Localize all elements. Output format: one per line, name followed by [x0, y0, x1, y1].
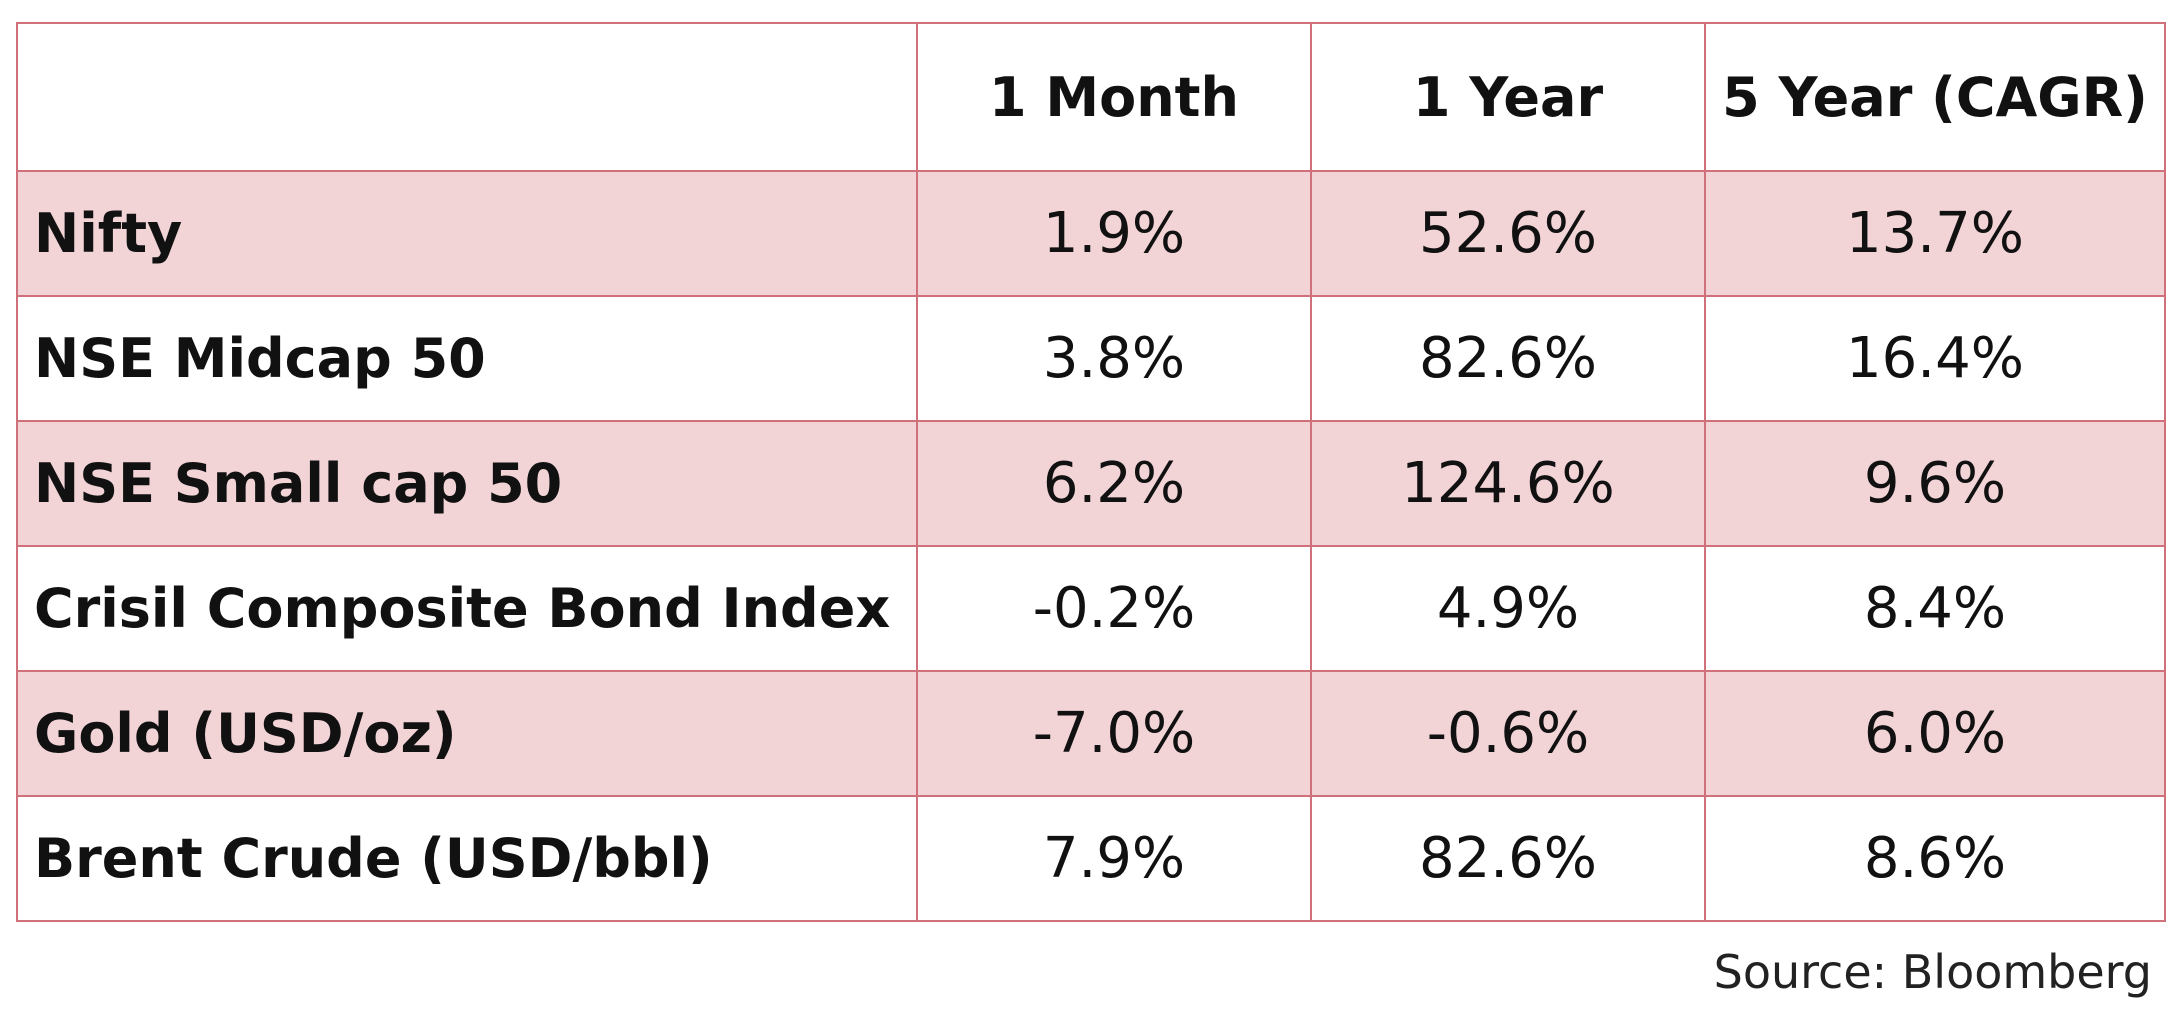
table-row: Brent Crude (USD/bbl) 7.9% 82.6% 8.6%: [16, 795, 2166, 922]
value-cell: 52.6%: [1310, 170, 1706, 297]
value-cell: 1.9%: [916, 170, 1312, 297]
row-label: Brent Crude (USD/bbl): [16, 795, 918, 922]
header-cell-1-year: 1 Year: [1310, 22, 1706, 172]
value-cell: 7.9%: [916, 795, 1312, 922]
returns-table-container: 1 Month 1 Year 5 Year (CAGR) Nifty 1.9% …: [16, 22, 2166, 922]
value-cell: 6.0%: [1704, 670, 2166, 797]
value-cell: 16.4%: [1704, 295, 2166, 422]
header-row: 1 Month 1 Year 5 Year (CAGR): [16, 22, 2166, 172]
value-cell: 4.9%: [1310, 545, 1706, 672]
value-cell: 9.6%: [1704, 420, 2166, 547]
table-row: Nifty 1.9% 52.6% 13.7%: [16, 170, 2166, 297]
row-label: Gold (USD/oz): [16, 670, 918, 797]
value-cell: 82.6%: [1310, 795, 1706, 922]
table-row: Crisil Composite Bond Index -0.2% 4.9% 8…: [16, 545, 2166, 672]
value-cell: -0.6%: [1310, 670, 1706, 797]
row-label: NSE Midcap 50: [16, 295, 918, 422]
value-cell: 82.6%: [1310, 295, 1706, 422]
source-note: Source: Bloomberg: [1713, 945, 2152, 999]
value-cell: -7.0%: [916, 670, 1312, 797]
table-row: Gold (USD/oz) -7.0% -0.6% 6.0%: [16, 670, 2166, 797]
value-cell: -0.2%: [916, 545, 1312, 672]
header-cell-5-year-cagr: 5 Year (CAGR): [1704, 22, 2166, 172]
table-row: NSE Small cap 50 6.2% 124.6% 9.6%: [16, 420, 2166, 547]
value-cell: 8.6%: [1704, 795, 2166, 922]
row-label: Crisil Composite Bond Index: [16, 545, 918, 672]
header-cell-blank: [16, 22, 918, 172]
returns-table: 1 Month 1 Year 5 Year (CAGR) Nifty 1.9% …: [16, 22, 2166, 922]
row-label: Nifty: [16, 170, 918, 297]
row-label: NSE Small cap 50: [16, 420, 918, 547]
value-cell: 13.7%: [1704, 170, 2166, 297]
value-cell: 3.8%: [916, 295, 1312, 422]
value-cell: 124.6%: [1310, 420, 1706, 547]
value-cell: 8.4%: [1704, 545, 2166, 672]
header-cell-1-month: 1 Month: [916, 22, 1312, 172]
value-cell: 6.2%: [916, 420, 1312, 547]
table-row: NSE Midcap 50 3.8% 82.6% 16.4%: [16, 295, 2166, 422]
